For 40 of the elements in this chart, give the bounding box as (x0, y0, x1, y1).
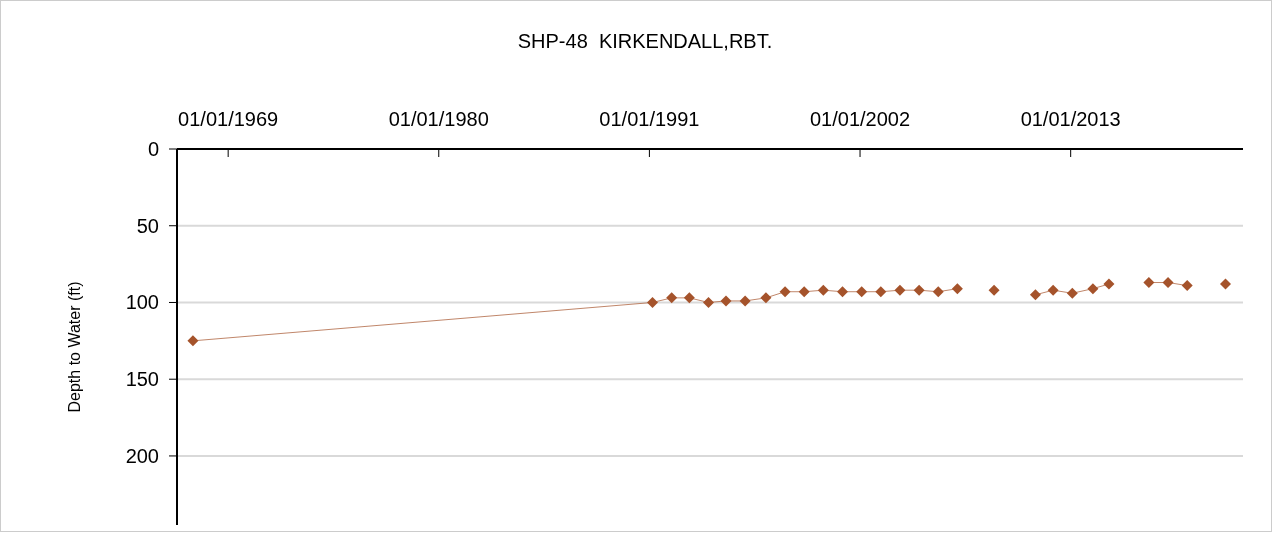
x-tick-label: 01/01/2002 (809, 108, 911, 130)
point (1047, 284, 1059, 296)
y-axis-title: Depth to Water (ft) (66, 281, 83, 413)
point (1066, 287, 1078, 299)
y-tick-label: 0 (147, 138, 159, 160)
point (1219, 278, 1231, 290)
point (856, 286, 868, 298)
point (894, 284, 906, 296)
point (1029, 289, 1041, 301)
x-tick-label: 01/01/1969 (178, 108, 279, 130)
chart-title: SHP-48 KIRKENDALL,RBT. (517, 30, 773, 52)
point (739, 295, 751, 307)
point (683, 292, 695, 304)
point (1087, 283, 1099, 295)
point (720, 295, 732, 307)
point (988, 284, 1000, 296)
x-tick-label: 01/01/2013 (1020, 108, 1121, 130)
point (932, 286, 944, 298)
point (779, 286, 791, 298)
y-tick-label: 100 (125, 291, 159, 314)
point (702, 296, 714, 308)
point (817, 284, 829, 296)
y-tick-label: 200 (125, 444, 159, 467)
x-tick-label: 01/01/1991 (599, 108, 700, 130)
point (1181, 280, 1193, 292)
point (913, 284, 925, 296)
point (798, 286, 810, 298)
point (875, 286, 887, 298)
y-tick-label: 150 (125, 368, 159, 391)
point (666, 292, 678, 304)
point (187, 335, 199, 347)
point (760, 292, 772, 304)
point (837, 286, 849, 298)
point (1162, 277, 1174, 289)
point (951, 283, 963, 295)
point (1143, 277, 1155, 289)
point (1103, 278, 1115, 290)
point (646, 296, 658, 308)
x-tick-label: 01/01/1980 (388, 108, 489, 130)
y-tick-label: 50 (136, 214, 159, 237)
